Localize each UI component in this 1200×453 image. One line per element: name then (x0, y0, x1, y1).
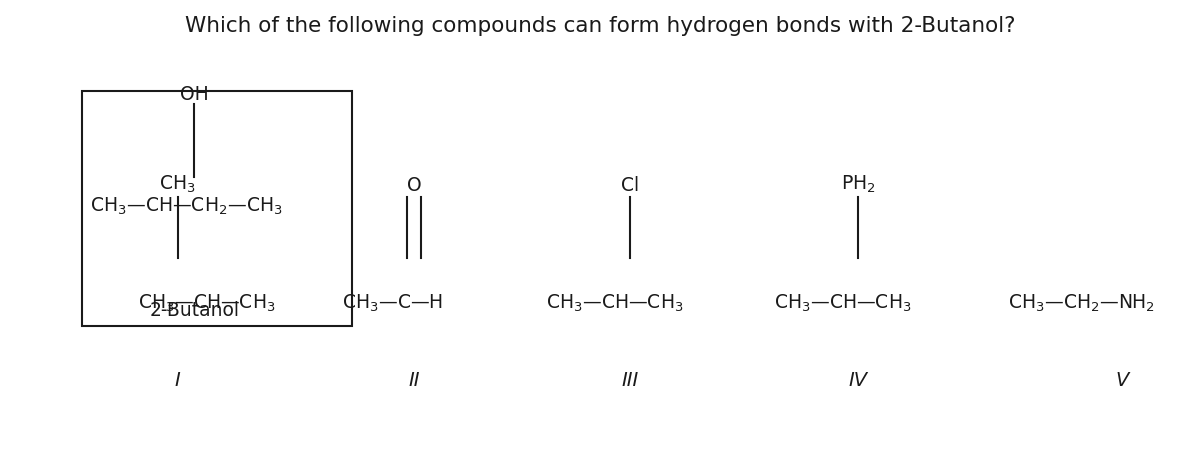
Text: V: V (1115, 371, 1129, 390)
Text: I: I (175, 371, 180, 390)
Text: III: III (622, 371, 638, 390)
Text: CH$_3$—CH—CH$_3$: CH$_3$—CH—CH$_3$ (774, 293, 912, 314)
Text: CH$_3$—CH—CH$_3$: CH$_3$—CH—CH$_3$ (138, 293, 276, 314)
Text: IV: IV (848, 371, 868, 390)
Text: PH$_2$: PH$_2$ (841, 173, 875, 195)
Bar (82, 91, 352, 326)
Text: CH$_3$—CH$_2$—NH$_2$: CH$_3$—CH$_2$—NH$_2$ (1008, 293, 1154, 314)
Text: O: O (407, 176, 421, 195)
Text: OH: OH (180, 85, 209, 104)
Text: II: II (408, 371, 420, 390)
Text: CH$_3$: CH$_3$ (160, 173, 196, 195)
Text: 2-Butanol: 2-Butanol (150, 301, 240, 320)
Text: Cl: Cl (620, 176, 640, 195)
Text: Which of the following compounds can form hydrogen bonds with 2-Butanol?: Which of the following compounds can for… (185, 16, 1015, 36)
Text: CH$_3$—C—H: CH$_3$—C—H (342, 293, 443, 314)
Text: CH$_3$—CH—CH$_2$—CH$_3$: CH$_3$—CH—CH$_2$—CH$_3$ (90, 195, 283, 217)
Text: CH$_3$—CH—CH$_3$: CH$_3$—CH—CH$_3$ (546, 293, 684, 314)
